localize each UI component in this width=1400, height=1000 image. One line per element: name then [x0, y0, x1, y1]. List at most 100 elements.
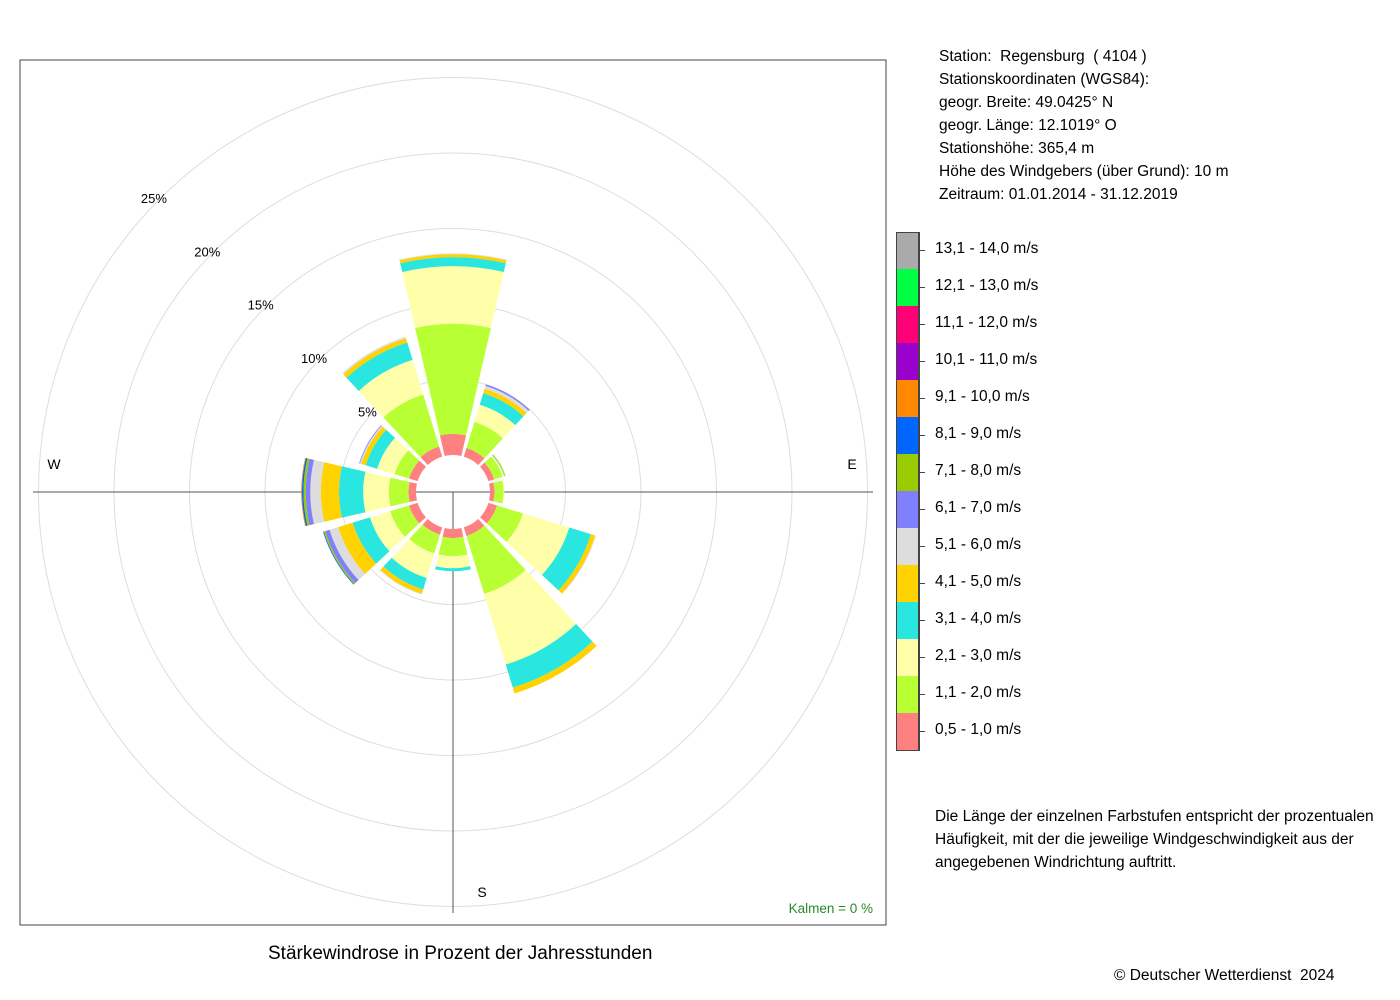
- bar-270-class-4: [338, 466, 366, 518]
- note-line-3: angegebenen Windrichtung auftritt.: [935, 854, 1177, 871]
- plot-frame: [19, 59, 887, 926]
- direction-label-E: E: [847, 456, 856, 472]
- copyright: © Deutscher Wetterdienst 2024: [1114, 967, 1335, 984]
- legend-item: 7,1 - 8,0 m/s: [896, 454, 1296, 491]
- ring-label-25: 25%: [141, 191, 167, 206]
- bar-330-class-5: [343, 338, 408, 378]
- station-name: Station: Regensburg ( 4104 ): [939, 48, 1147, 65]
- ring-label-20: 20%: [194, 244, 220, 259]
- bar-30-class-6: [484, 385, 529, 414]
- sector-180: [435, 528, 471, 572]
- bar-330-class-4: [346, 342, 413, 391]
- legend-label: 13,1 - 14,0 m/s: [935, 240, 1039, 257]
- bar-240-class-3: [369, 511, 405, 552]
- bar-330-class-1: [420, 446, 443, 465]
- bar-150-class-1: [463, 519, 485, 537]
- bar-270-class-6: [310, 459, 325, 525]
- legend-label: 11,1 - 12,0 m/s: [935, 314, 1038, 331]
- legend-swatch: [896, 602, 919, 639]
- ring-label-15: 15%: [248, 298, 274, 313]
- direction-label-W: W: [47, 456, 61, 472]
- bar-180-class-3: [435, 554, 471, 569]
- legend-swatch: [896, 306, 919, 343]
- legend-item: 3,1 - 4,0 m/s: [896, 602, 1296, 639]
- note-line-1: Die Länge der einzelnen Farbstufen entsp…: [935, 808, 1374, 825]
- note-line-2: Häufigkeit, mit der die jeweilige Windge…: [935, 831, 1354, 848]
- bar-300-class-3: [377, 437, 409, 475]
- coords-heading: Stationskoordinaten (WGS84):: [939, 71, 1150, 88]
- legend-item: 13,1 - 14,0 m/s: [896, 232, 1296, 269]
- legend-swatch: [896, 676, 919, 713]
- bar-120-class-2: [486, 505, 524, 542]
- direction-label-S: S: [477, 884, 486, 900]
- sector-0: [399, 253, 507, 456]
- bar-300-class-5: [361, 426, 387, 466]
- bar-300-class-2: [394, 450, 420, 479]
- bar-270-class-3: [363, 471, 391, 513]
- bar-150-class-3: [484, 569, 577, 665]
- bar-150-class-2: [466, 525, 526, 594]
- legend-item: 2,1 - 3,0 m/s: [896, 639, 1296, 676]
- legend-tick: [919, 324, 925, 325]
- bar-150-class-4: [505, 623, 593, 688]
- bar-210-class-5: [380, 566, 424, 594]
- legend-label: 7,1 - 8,0 m/s: [935, 462, 1022, 479]
- bar-240-class-4: [352, 517, 390, 564]
- legend-tick: [919, 731, 925, 732]
- bar-60-class-4: [492, 454, 505, 477]
- longitude: geogr. Länge: 12.1019° O: [939, 117, 1117, 134]
- legend-item: 1,1 - 2,0 m/s: [896, 676, 1296, 713]
- sector-330: [342, 336, 443, 465]
- bar-60-class-2: [484, 456, 503, 480]
- legend-swatch: [896, 343, 919, 380]
- bar-90-class-3: [502, 480, 505, 504]
- bar-90-class-2: [493, 480, 504, 504]
- bar-60-class-5: [492, 454, 506, 477]
- legend-label: 9,1 - 10,0 m/s: [935, 388, 1030, 405]
- legend-swatch: [896, 639, 919, 676]
- bar-210-class-2: [409, 524, 440, 554]
- bar-30-class-4: [479, 393, 524, 426]
- legend-tick: [919, 509, 925, 510]
- legend-swatch: [896, 713, 919, 750]
- bar-270-class-9: [301, 458, 308, 526]
- bar-180-class-4: [435, 566, 471, 572]
- latitude: geogr. Breite: 49.0425° N: [939, 94, 1114, 111]
- legend-item: 6,1 - 7,0 m/s: [896, 491, 1296, 528]
- ring-label-5: 5%: [358, 404, 377, 419]
- legend-item: 9,1 - 10,0 m/s: [896, 380, 1296, 417]
- legend-swatch: [896, 565, 919, 602]
- chart-title: Stärkewindrose in Prozent der Jahresstun…: [268, 943, 653, 964]
- calm-label: Kalmen = 0 %: [789, 901, 873, 916]
- sensor-height: Höhe des Windgebers (über Grund): 10 m: [939, 163, 1229, 180]
- legend-label: 12,1 - 13,0 m/s: [935, 277, 1039, 294]
- bar-240-class-8: [323, 531, 356, 585]
- bar-240-class-7: [325, 529, 359, 584]
- sector-210: [379, 519, 443, 595]
- bar-0-class-1: [439, 433, 467, 456]
- bar-240-class-6: [329, 527, 366, 581]
- bar-30-class-7: [485, 384, 530, 411]
- sector-120: [480, 502, 596, 594]
- bar-120-class-3: [506, 513, 570, 575]
- legend-swatch: [896, 454, 919, 491]
- bar-60-class-1: [480, 462, 495, 482]
- legend-swatch: [896, 269, 919, 306]
- legend-label: 4,1 - 5,0 m/s: [935, 573, 1022, 590]
- legend-item: 4,1 - 5,0 m/s: [896, 565, 1296, 602]
- station-altitude: Stationshöhe: 365,4 m: [939, 140, 1095, 157]
- bar-0-class-3: [402, 266, 504, 328]
- legend-tick: [919, 620, 925, 621]
- bar-330-class-2: [383, 394, 440, 458]
- legend-item: 10,1 - 11,0 m/s: [896, 343, 1296, 380]
- bar-300-class-4: [365, 429, 396, 469]
- legend-item: 8,1 - 9,0 m/s: [896, 417, 1296, 454]
- bar-240-class-1: [408, 502, 426, 524]
- bar-270-class-7: [305, 458, 314, 526]
- legend-label: 6,1 - 7,0 m/s: [935, 499, 1022, 516]
- bar-270-class-1: [408, 481, 417, 503]
- legend-label: 1,1 - 2,0 m/s: [935, 684, 1022, 701]
- sector-60: [480, 454, 506, 482]
- explanation-note: Die Länge der einzelnen Farbstufen entsp…: [935, 805, 1395, 874]
